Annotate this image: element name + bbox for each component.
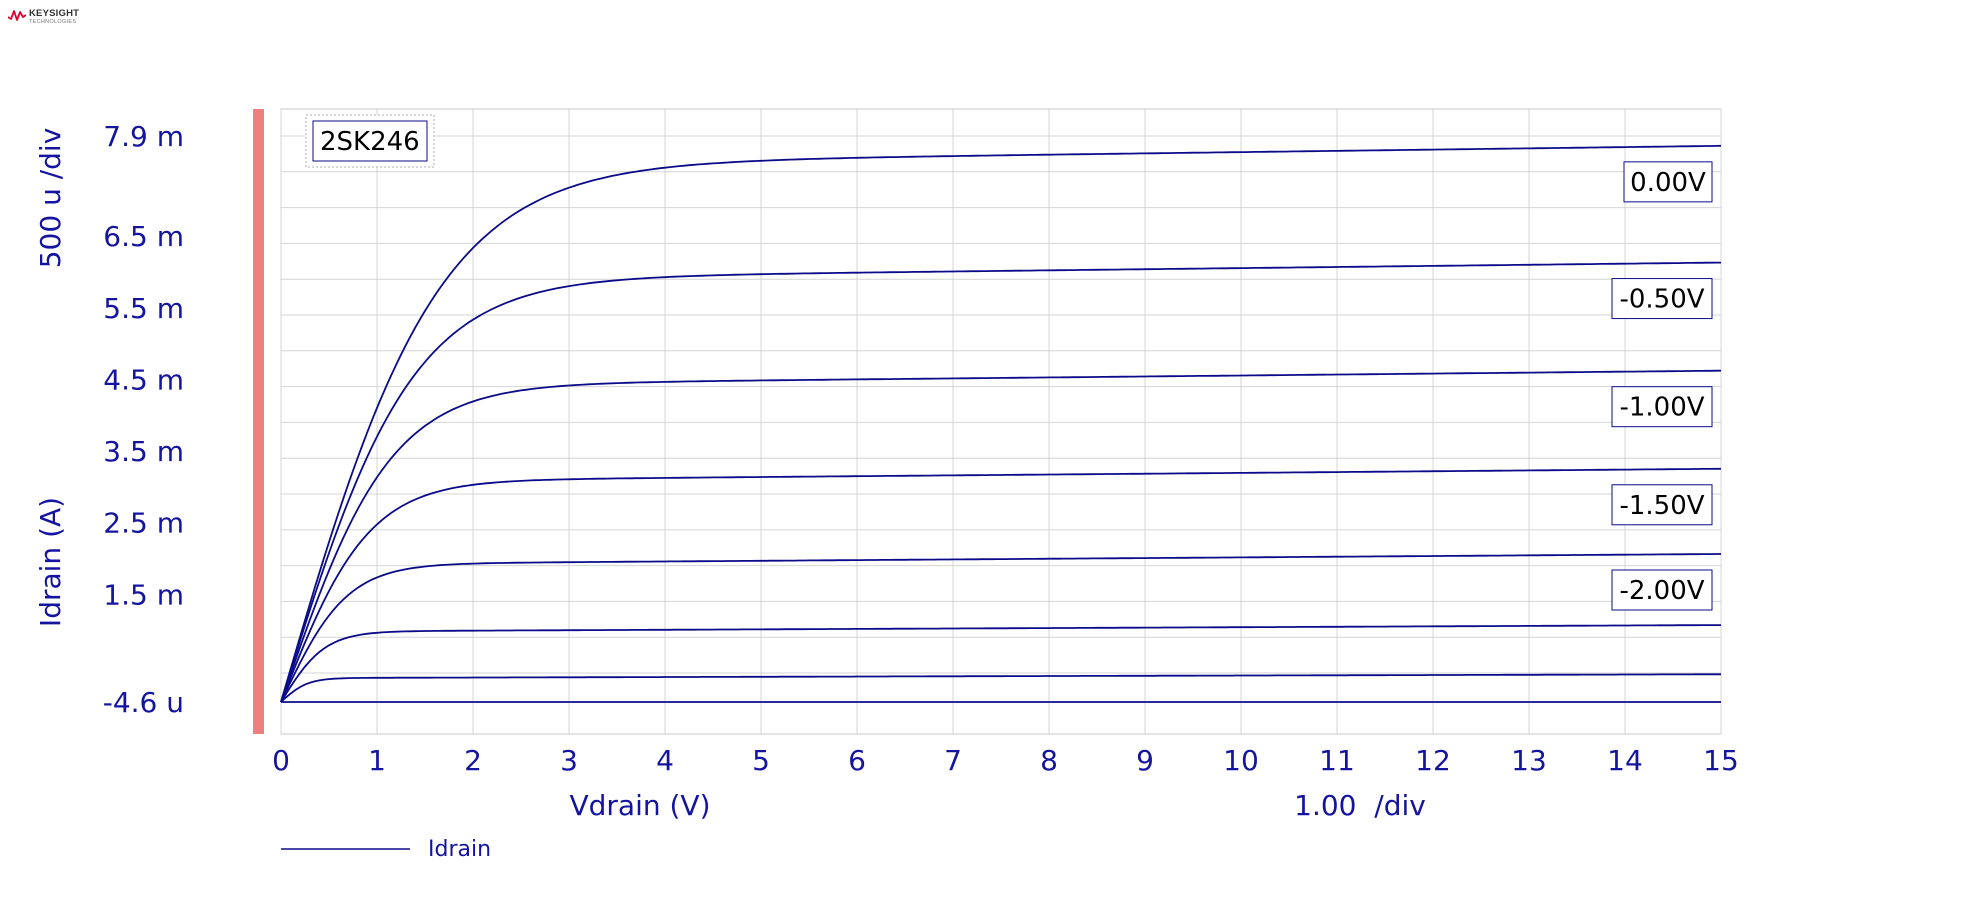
curve-label-0: 0.00V	[1623, 161, 1713, 203]
curve-4	[280, 553, 1721, 703]
curve-label-text-0: 0.00V	[1630, 168, 1706, 198]
marker-band	[253, 109, 264, 734]
curve-5	[280, 624, 1721, 703]
x-tick-label-13: 13	[1511, 744, 1547, 777]
y-tick-label-6: 1.5 m	[103, 578, 184, 611]
x-tick-label-5: 5	[752, 744, 770, 777]
x-div-label: 1.00 /div	[1294, 789, 1426, 822]
curve-6	[280, 673, 1721, 703]
device-label: 2SK246	[320, 127, 420, 157]
x-tick-label-14: 14	[1607, 744, 1643, 777]
curve-label-text-2: -1.00V	[1619, 393, 1704, 423]
keysight-sub-text: TECHNOLOGIES	[29, 19, 77, 25]
curve-0	[280, 144, 1722, 703]
y-tick-label-3: 4.5 m	[103, 363, 184, 396]
x-tick-label-8: 8	[1040, 744, 1058, 777]
y-tick-label-5: 2.5 m	[103, 507, 184, 540]
curve-label-text-4: -2.00V	[1619, 576, 1704, 606]
curve-label-3: -1.50V	[1611, 484, 1713, 526]
curve-3	[280, 467, 1721, 703]
legend-entry-idrain: Idrain	[428, 837, 491, 862]
y-div-label: 500 u /div	[34, 128, 67, 269]
x-tick-label-1: 1	[368, 744, 386, 777]
y-tick-label-0: 7.9 m	[103, 120, 184, 153]
y-tick-label-1: 6.5 m	[103, 220, 184, 253]
device-label-box: 2SK246	[305, 114, 435, 168]
y-tick-label-2: 5.5 m	[103, 292, 184, 325]
y-tick-labels: 7.9 m 6.5 m 5.5 m 4.5 m 3.5 m 2.5 m 1.5 m -4.6 …	[103, 120, 184, 719]
grid	[280, 109, 1722, 734]
curve-2	[280, 369, 1721, 703]
y-tick-label-7: -4.6 u	[103, 686, 184, 719]
x-tick-label-10: 10	[1223, 744, 1259, 777]
curve-1	[280, 261, 1721, 703]
x-tick-label-0: 0	[272, 744, 290, 777]
x-tick-label-6: 6	[848, 744, 866, 777]
curve-label-text-3: -1.50V	[1619, 491, 1704, 521]
x-tick-label-3: 3	[560, 744, 578, 777]
keysight-brand-text: KEYSIGHT	[29, 8, 80, 19]
x-tick-label-15: 15	[1703, 744, 1739, 777]
x-tick-label-12: 12	[1415, 744, 1451, 777]
curve-label-4: -2.00V	[1611, 569, 1713, 611]
curve-label-2: -1.00V	[1611, 386, 1713, 428]
x-axis-label: Vdrain (V)	[569, 789, 710, 822]
curve-labels: 0.00V -0.50V -1.00V -1.50V -2.00V	[1611, 161, 1713, 611]
y-tick-label-4: 3.5 m	[103, 435, 184, 468]
curve-label-1: -0.50V	[1611, 278, 1713, 320]
x-tick-label-7: 7	[944, 744, 962, 777]
keysight-logo: KEYSIGHT TECHNOLOGIES	[8, 6, 98, 30]
x-tick-label-11: 11	[1319, 744, 1355, 777]
y-axis-label: Idrain (A)	[34, 497, 67, 627]
curve-label-text-1: -0.50V	[1619, 285, 1704, 315]
x-tick-label-4: 4	[656, 744, 674, 777]
plot-area	[280, 108, 1722, 735]
x-tick-label-2: 2	[464, 744, 482, 777]
x-tick-labels: 0 1 2 3 4 5 6 7 8 9 10 11 12 13 14 15	[272, 744, 1739, 777]
x-tick-label-9: 9	[1136, 744, 1154, 777]
keysight-wave-icon	[8, 10, 26, 21]
curves	[280, 144, 1722, 703]
legend: Idrain	[281, 837, 491, 862]
